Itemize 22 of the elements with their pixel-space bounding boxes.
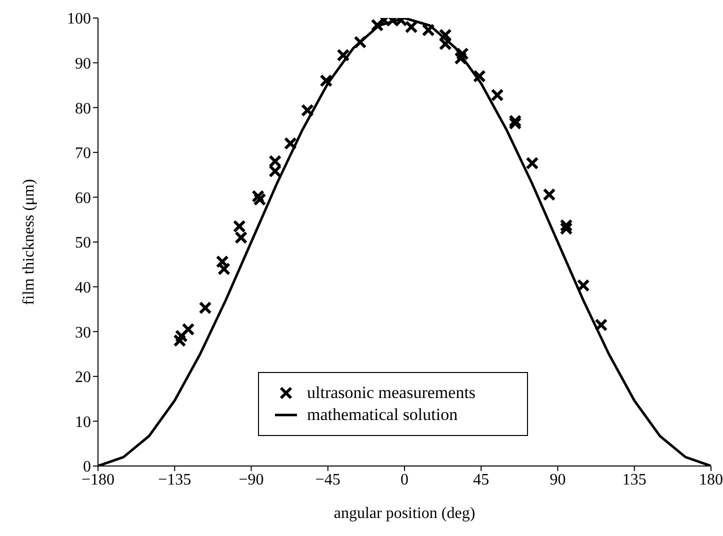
y-tick-label: 70	[75, 145, 91, 162]
y-axis-title: film thickness (μm)	[20, 179, 38, 305]
y-tick-label: 10	[75, 414, 91, 431]
x-tick-label: −45	[315, 471, 340, 488]
y-tick-label: 50	[75, 234, 91, 252]
x-tick-label: 180	[699, 471, 723, 488]
x-tick-label: −135	[158, 471, 192, 488]
y-tick-label: 60	[75, 190, 91, 207]
x-tick-label: 0	[400, 471, 408, 488]
y-tick-label: 20	[75, 369, 91, 386]
x-tick-label: 45	[473, 471, 490, 488]
y-tick-label: 90	[75, 55, 91, 72]
x-tick-label: 90	[550, 471, 566, 488]
y-tick-label: 30	[75, 324, 91, 342]
y-tick-label: 40	[75, 279, 91, 296]
legend-label: ultrasonic measurements	[307, 383, 476, 403]
legend-label: mathematical solution	[307, 405, 458, 425]
y-tick-label: 100	[67, 10, 91, 28]
x-tick-label: 135	[622, 471, 646, 488]
y-tick-label: 80	[75, 100, 91, 118]
x-axis-title: angular position (deg)	[334, 505, 476, 522]
x-tick-label: −90	[238, 471, 264, 488]
